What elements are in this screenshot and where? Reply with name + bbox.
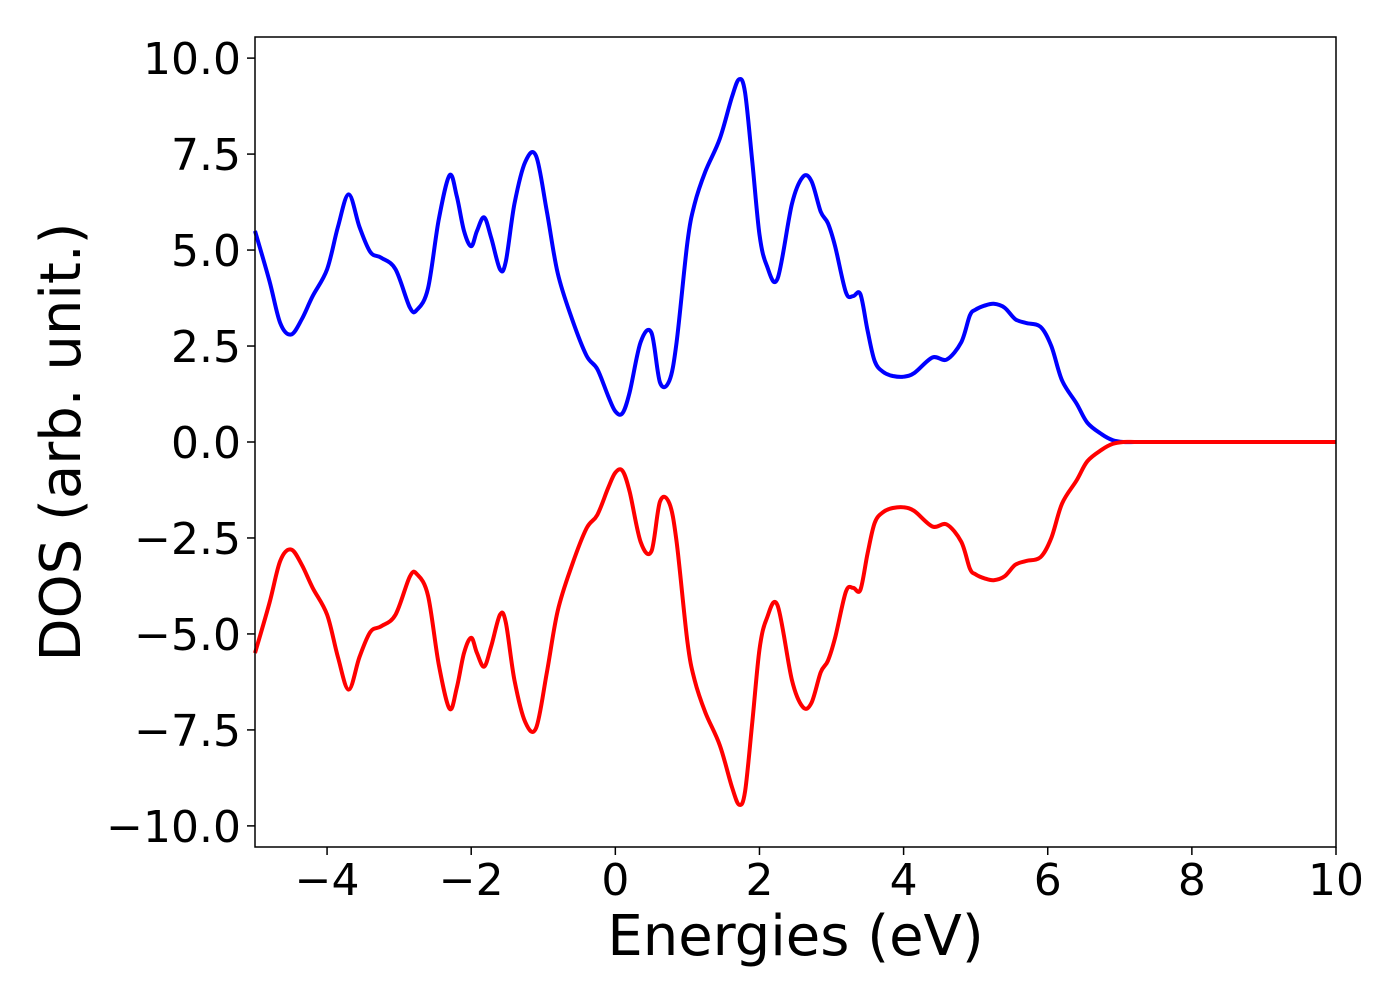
y-tick-label: −10.0: [106, 802, 241, 853]
plot-frame: [254, 36, 1337, 848]
x-tick-label: 2: [745, 855, 773, 906]
x-axis-title: Energies (eV): [607, 904, 983, 969]
series-line-positive: [253, 77, 1336, 445]
y-tick-label: −2.5: [134, 514, 241, 565]
x-tick-label: 0: [601, 855, 629, 906]
x-tick-label: 8: [1178, 855, 1206, 906]
y-tick-label: 2.5: [171, 322, 241, 373]
x-tick-label: 10: [1308, 855, 1364, 906]
x-axis-ticks: −4 −2 0 2 4 6 8 10: [295, 847, 1364, 906]
y-tick-label: −5.0: [134, 610, 241, 661]
y-tick-label: 7.5: [171, 130, 241, 181]
series-layer: [253, 77, 1336, 807]
x-tick-label: 6: [1034, 855, 1062, 906]
x-tick-label: −2: [439, 855, 504, 906]
series-line-negative: [253, 439, 1336, 807]
y-axis-title: DOS (arb. unit.): [29, 222, 94, 661]
y-tick-label: −7.5: [134, 706, 241, 757]
y-tick-label: 5.0: [171, 226, 241, 277]
x-tick-label: 4: [890, 855, 918, 906]
x-tick-label: −4: [295, 855, 360, 906]
y-axis-ticks: 10.0 7.5 5.0 2.5 0.0 −2.5 −5.0 −7.5 −10.0: [106, 34, 255, 853]
y-tick-label: 0.0: [171, 418, 241, 469]
y-tick-label: 10.0: [143, 34, 241, 85]
